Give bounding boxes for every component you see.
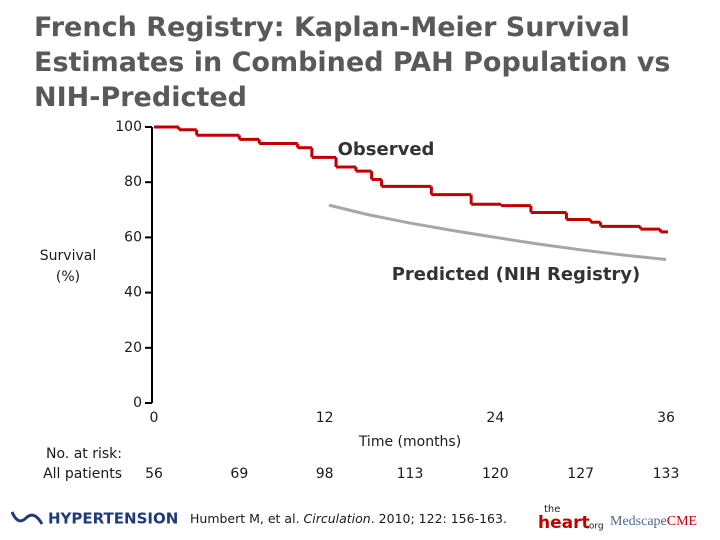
logo-text: .org [586,522,604,532]
x-tick-label: 24 [486,410,504,426]
y-tick-label: 40 [124,285,142,301]
y-tick-label: 60 [124,229,142,245]
logo-icon [10,511,44,525]
logo-text: heart [538,513,590,533]
x-tick-label: 36 [657,410,675,426]
risk-count: 127 [567,466,594,482]
risk-count: 113 [397,466,424,482]
x-tick-label: 0 [150,410,159,426]
citation-part: Humbert M, et al. [190,511,304,526]
logo-text: HYPERTENSION [48,510,178,528]
risk-label: All patients [43,466,122,482]
citation-part: Circulation [304,511,371,526]
x-axis-label: Time (months) [358,434,461,450]
heart-logo: the heart .org [538,504,604,533]
logo-text: Medscape [610,514,667,529]
y-axis-label: (%) [56,269,80,285]
title-line: NIH-Predicted [34,82,247,113]
risk-count: 133 [653,466,680,482]
hypertension-logo: HYPERTENSION [10,510,178,528]
risk-count: 69 [230,466,248,482]
y-axis-label: Survival [40,248,96,264]
risk-count: 120 [482,466,509,482]
logo-text: CME [667,514,697,529]
series-label: Observed [338,139,435,160]
medscape-logo: MedscapeCME [610,514,697,529]
risk-count: 56 [145,466,163,482]
title-line: French Registry: Kaplan-Meier Survival [34,12,630,43]
title-line: Estimates in Combined PAH Population vs [34,47,671,78]
citation-part: . 2010; 122: 156-163. [371,511,507,526]
predicted-line [328,203,667,261]
y-tick-label: 0 [133,395,142,411]
x-tick-label: 12 [316,410,334,426]
series-label: Predicted (NIH Registry) [392,264,641,285]
risk-label: No. at risk: [46,446,122,462]
logo-text: the [544,504,560,515]
y-tick-label: 100 [115,119,142,135]
citation: Humbert M, et al. Circulation. 2010; 122… [190,511,507,526]
y-tick-label: 80 [124,174,142,190]
risk-count: 98 [316,466,334,482]
y-tick-label: 20 [124,340,142,356]
